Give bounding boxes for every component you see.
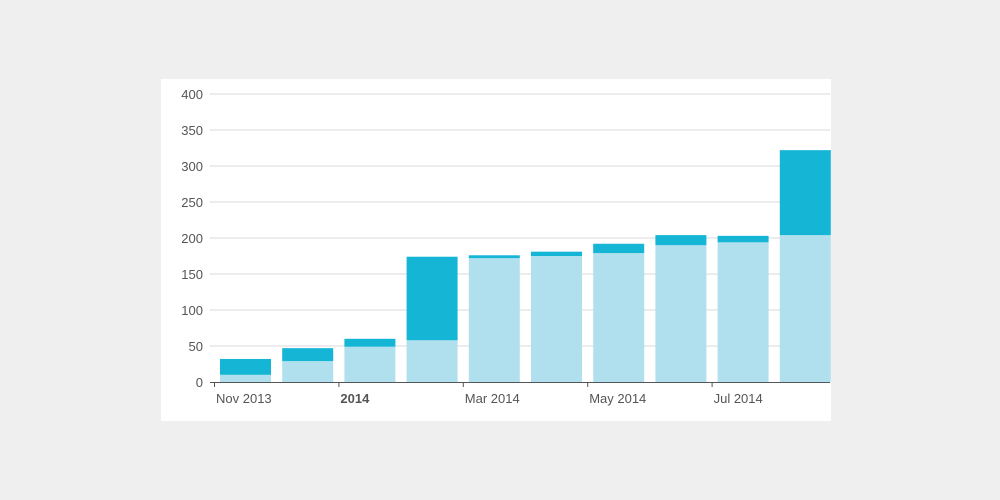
bar-segment-base — [531, 256, 582, 382]
bar-segment-base — [468, 258, 520, 382]
bar-segment-base — [593, 253, 645, 382]
bar-segment-base — [220, 374, 271, 382]
bar-segment-top — [344, 338, 396, 347]
x-tick-label: 2014 — [340, 391, 370, 406]
x-tick-label: Mar 2014 — [465, 391, 520, 406]
bar-segment-base — [779, 235, 831, 382]
y-tick-label: 350 — [181, 123, 203, 138]
y-tick-label: 250 — [181, 195, 203, 210]
bar-segment-base — [282, 361, 334, 382]
y-tick-label: 400 — [181, 87, 203, 102]
y-tick-label: 0 — [196, 375, 203, 390]
bar-segment-top — [282, 348, 334, 362]
y-tick-label: 300 — [181, 159, 203, 174]
bar-segment-top — [717, 235, 769, 243]
bar-segment-top — [220, 358, 271, 375]
x-tick-label: Jul 2014 — [714, 391, 763, 406]
y-tick-label: 50 — [189, 339, 203, 354]
bar-segment-base — [655, 245, 707, 382]
bar-segment-top — [531, 251, 582, 256]
x-tick-label: May 2014 — [589, 391, 646, 406]
y-tick-label: 150 — [181, 267, 203, 282]
bar-segment-top — [406, 256, 458, 341]
bar-segment-top — [468, 255, 520, 259]
bar-segment-top — [593, 243, 645, 254]
bar-segment-base — [717, 242, 769, 382]
bar-segment-base — [344, 346, 396, 382]
bar-segment-base — [406, 340, 458, 382]
x-tick-label: Nov 2013 — [216, 391, 272, 406]
bar-segment-top — [779, 150, 831, 236]
y-tick-label: 200 — [181, 231, 203, 246]
y-tick-label: 100 — [181, 303, 203, 318]
bar-segment-top — [655, 235, 707, 246]
